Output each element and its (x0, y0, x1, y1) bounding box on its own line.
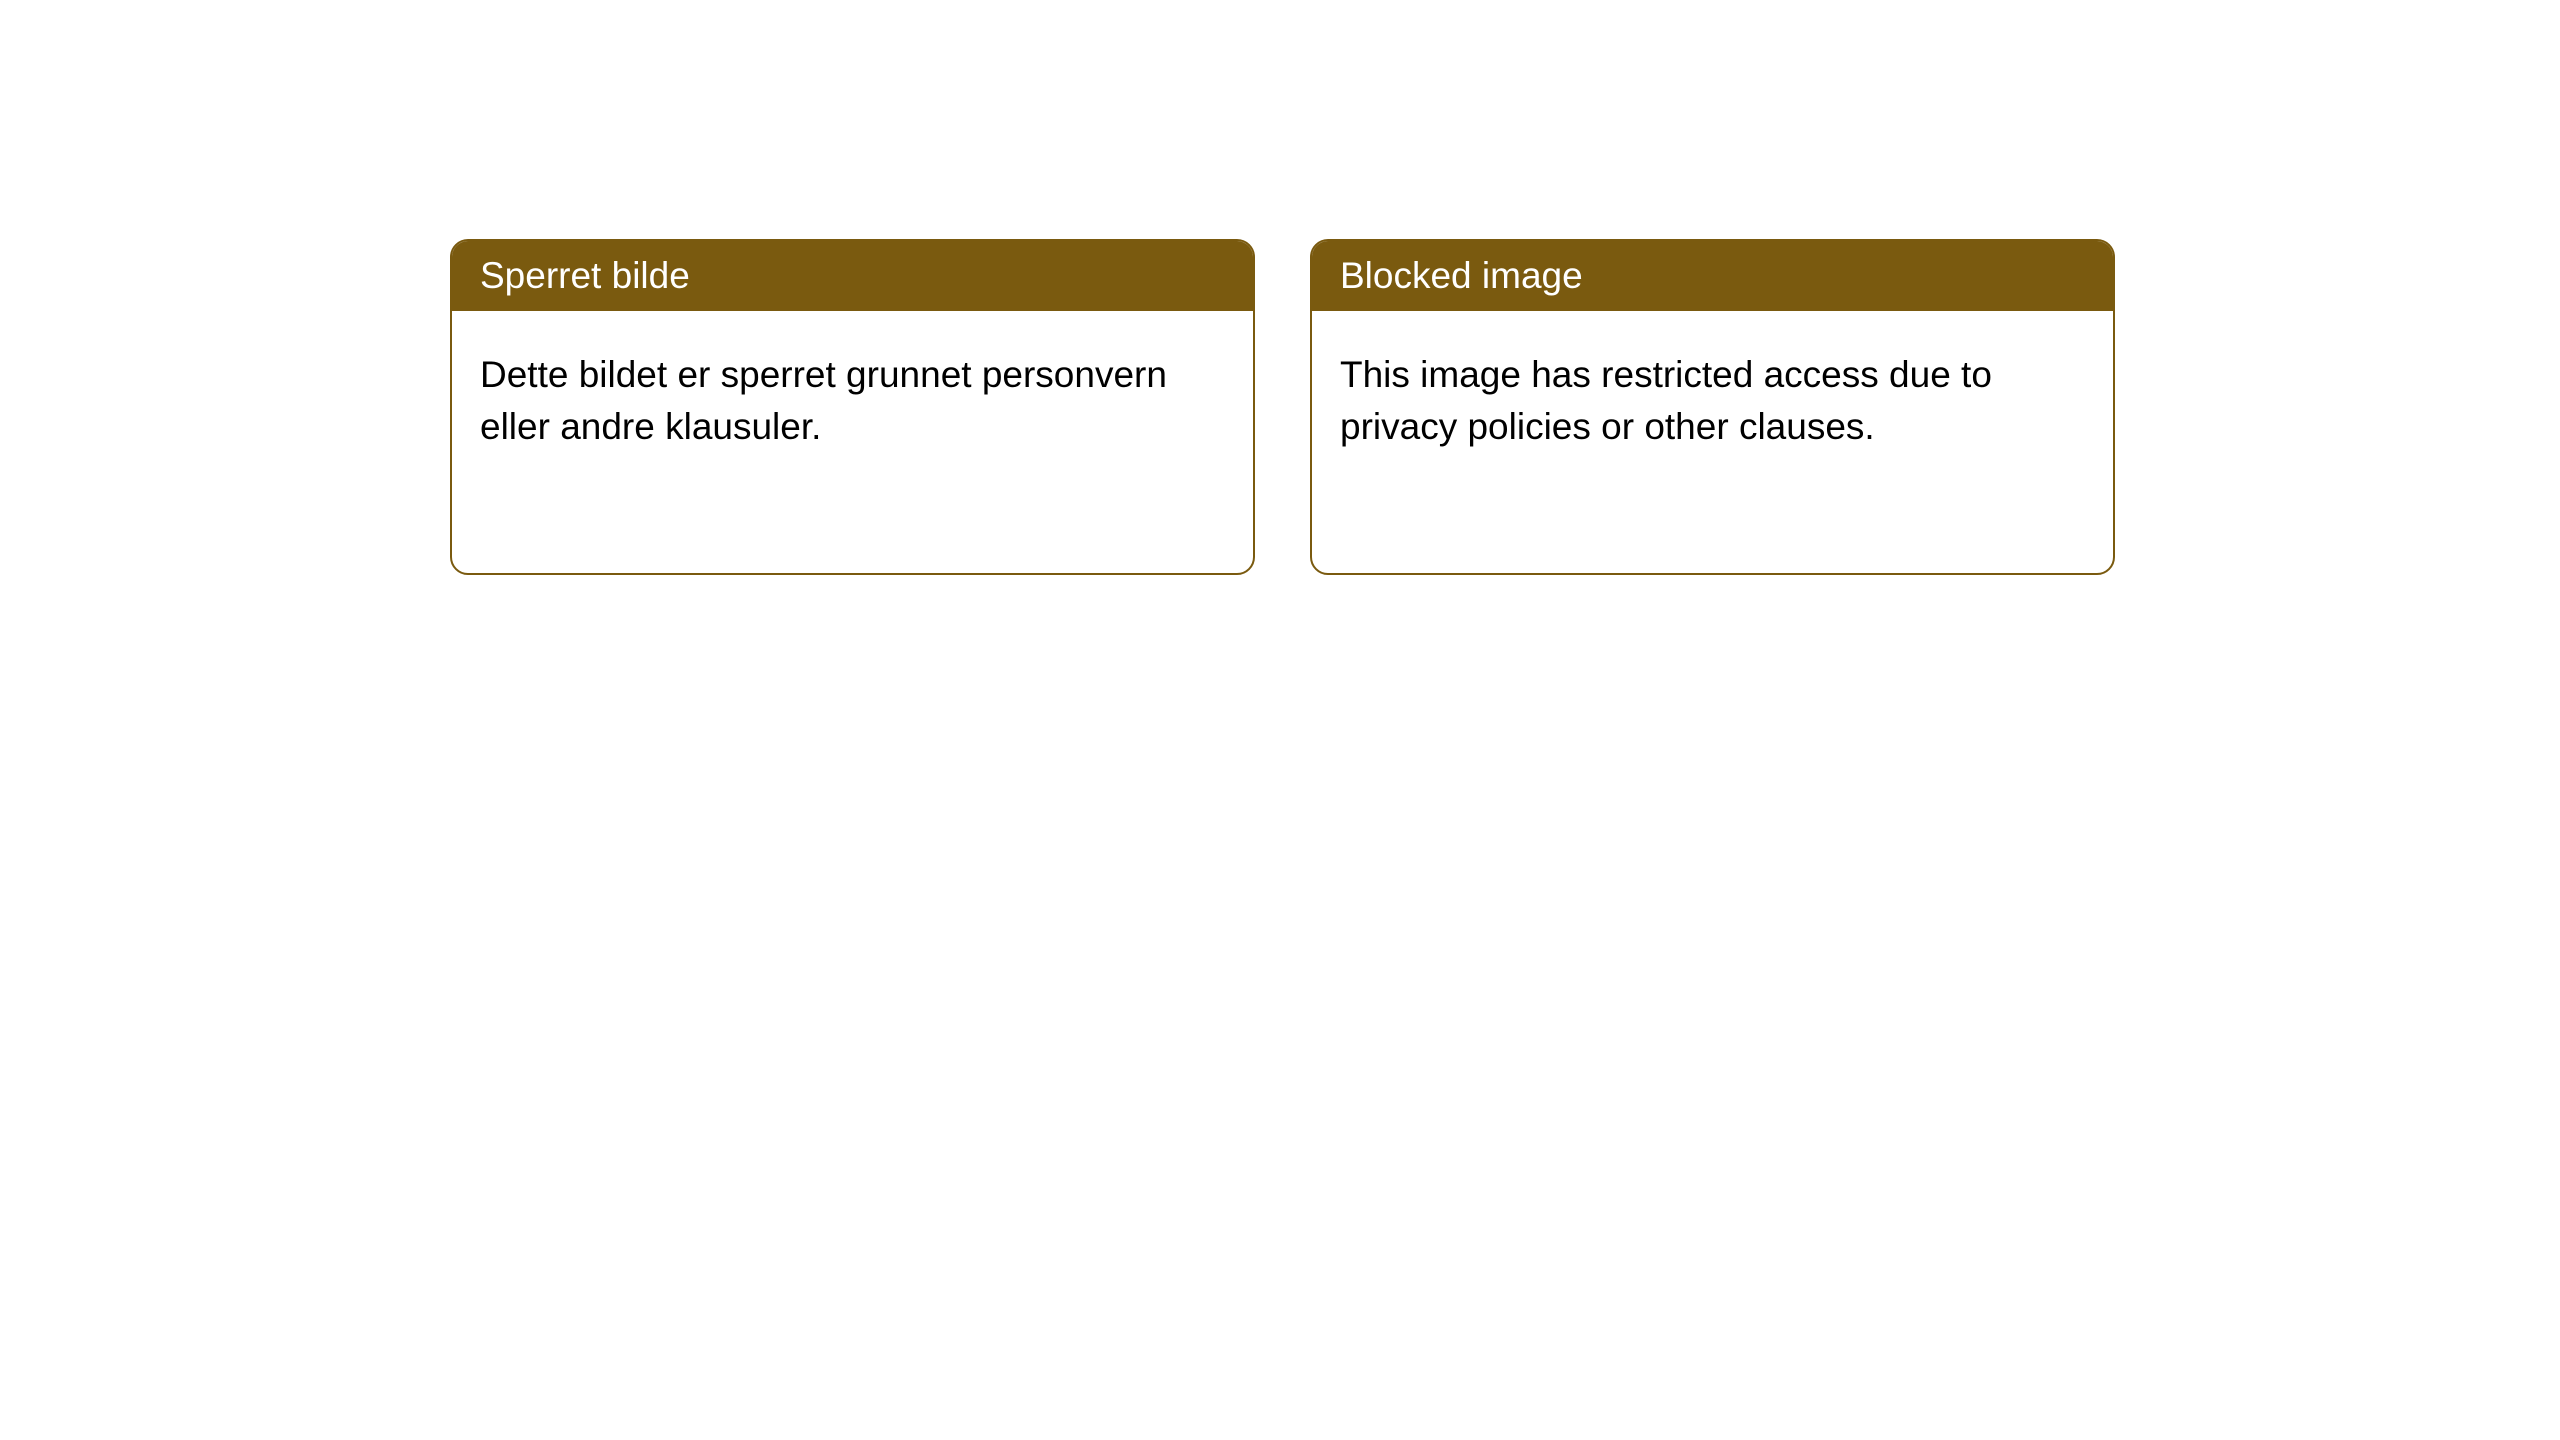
card-title: Sperret bilde (480, 255, 690, 296)
card-body: Dette bildet er sperret grunnet personve… (452, 311, 1253, 491)
card-body-text: This image has restricted access due to … (1340, 354, 1992, 447)
blocked-image-card-english: Blocked image This image has restricted … (1310, 239, 2115, 575)
card-header: Blocked image (1312, 241, 2113, 311)
notice-cards-container: Sperret bilde Dette bildet er sperret gr… (450, 239, 2115, 575)
card-body-text: Dette bildet er sperret grunnet personve… (480, 354, 1167, 447)
card-title: Blocked image (1340, 255, 1583, 296)
card-body: This image has restricted access due to … (1312, 311, 2113, 491)
card-header: Sperret bilde (452, 241, 1253, 311)
blocked-image-card-norwegian: Sperret bilde Dette bildet er sperret gr… (450, 239, 1255, 575)
